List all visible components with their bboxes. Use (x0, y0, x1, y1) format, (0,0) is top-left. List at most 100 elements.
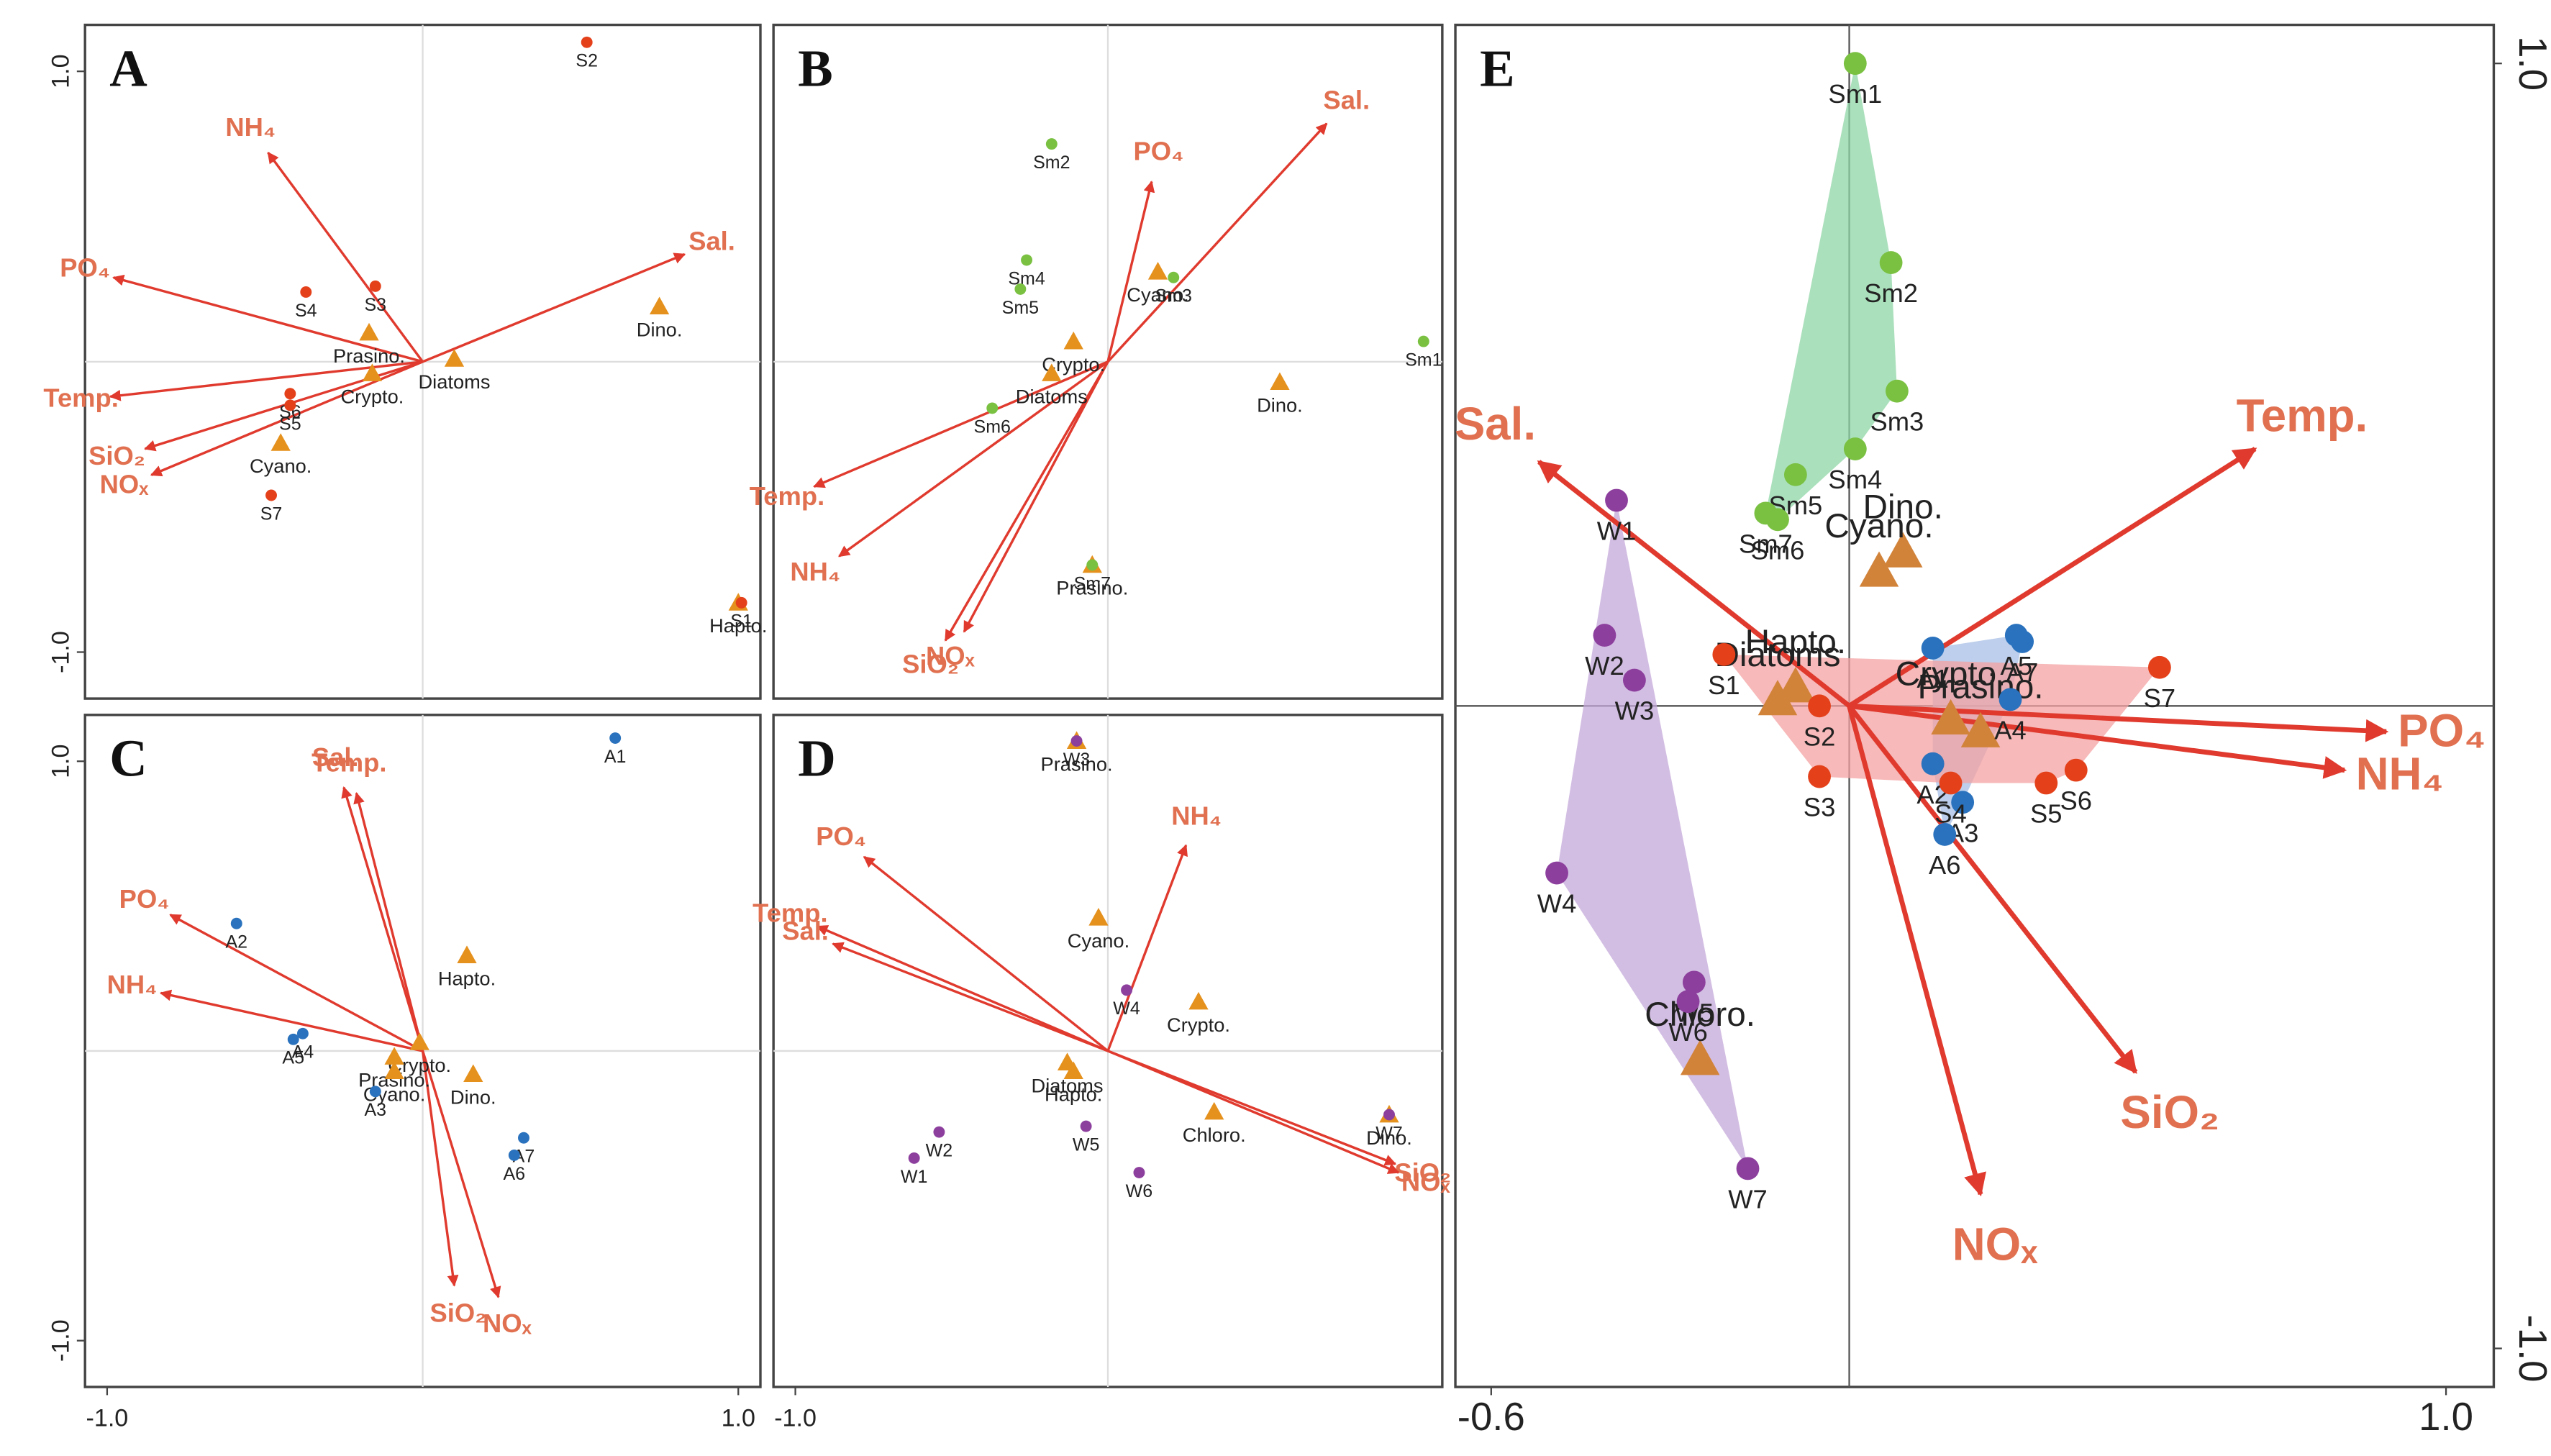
site-label: S3 (364, 295, 386, 315)
arrow-label: NH₄ (225, 112, 276, 142)
species-marker (384, 1047, 404, 1065)
site-label: S7 (2144, 683, 2175, 713)
site-point (1808, 694, 1831, 718)
loading-arrow (353, 791, 424, 1052)
loading-arrow (421, 1050, 501, 1298)
site-point (1951, 791, 1975, 814)
site-label: A7 (2006, 658, 2038, 687)
arrow-label: Temp. (752, 898, 827, 927)
site-label: W7 (1375, 1123, 1402, 1143)
arrow-label: NH₄ (790, 557, 840, 586)
species-marker (409, 1032, 429, 1050)
site-label: A5 (2001, 651, 2032, 681)
site-label: S5 (279, 414, 301, 434)
species-marker (362, 363, 383, 381)
site-point (1736, 1157, 1760, 1180)
loading-arrow (1107, 1050, 1400, 1174)
species-marker (1063, 331, 1083, 350)
species-label: Prasino. (1056, 577, 1128, 599)
x-tick-label: -0.6 (1458, 1395, 1525, 1439)
species-marker (270, 433, 291, 451)
site-point (369, 1086, 381, 1098)
arrow-label: NH₄ (2356, 748, 2444, 799)
site-label: A6 (504, 1164, 526, 1184)
species-label: Cyano. (250, 455, 312, 477)
species-label: Diatoms (418, 370, 490, 393)
site-point (1879, 251, 1903, 274)
species-marker (1204, 1101, 1224, 1120)
loading-arrow (159, 989, 423, 1052)
species-label: Prasino. (1918, 668, 2044, 706)
site-point (1676, 990, 1700, 1014)
site-point (1885, 379, 1909, 403)
species-marker (1680, 1039, 1720, 1075)
panel-letter: B (798, 39, 833, 97)
species-marker (1042, 363, 1062, 381)
site-point (284, 388, 296, 400)
site-label: A5 (282, 1048, 304, 1068)
species-label: Dino. (1257, 393, 1303, 416)
arrow-label: SiO₂ (2120, 1087, 2219, 1138)
arrow-label: NOₓ (1952, 1219, 2038, 1270)
species-label: Hapto. (709, 614, 767, 637)
panel-letter: E (1480, 39, 1515, 97)
loading-arrow (1849, 703, 2347, 779)
site-label: Sm2 (1864, 278, 1918, 308)
site-label: S3 (1804, 793, 1835, 822)
site-label: A4 (1994, 715, 2026, 745)
site-label: W3 (1615, 696, 1655, 726)
site-point (1921, 752, 1945, 775)
site-label: A6 (1929, 850, 1960, 880)
site-label: A4 (292, 1042, 314, 1063)
arrow-label: Temp. (750, 481, 824, 511)
loading-arrow (422, 252, 686, 363)
site-label: S7 (260, 504, 283, 524)
loading-arrow (813, 360, 1109, 488)
loading-arrow (944, 360, 1109, 642)
site-point (1605, 488, 1628, 512)
arrow-label: PO₄ (1134, 136, 1184, 165)
site-point (1014, 283, 1027, 295)
site-point (1133, 1167, 1145, 1179)
arrow-label: NH₄ (107, 970, 158, 999)
species-label: Dino. (450, 1086, 496, 1108)
site-point (1808, 765, 1831, 788)
species-marker (359, 322, 379, 341)
site-point (581, 36, 593, 48)
site-point (1843, 437, 1867, 460)
loading-arrow (1849, 703, 2389, 742)
species-label: Diatoms (1714, 636, 1840, 674)
site-point (1545, 861, 1568, 885)
site-label: Sm4 (1008, 268, 1045, 288)
x-tick-label: -1.0 (774, 1405, 817, 1432)
site-label: Sm7 (1739, 529, 1793, 558)
site-point (1921, 637, 1945, 660)
site-point (1783, 463, 1807, 486)
site-label: W6 (1668, 1017, 1708, 1047)
panel-letter: A (109, 39, 147, 97)
site-point (1682, 970, 1706, 994)
arrow-label: Sal. (312, 742, 359, 772)
site-label: Sm3 (1870, 407, 1924, 437)
arrow-label: PO₄ (60, 253, 110, 283)
site-label: Sm2 (1033, 153, 1070, 173)
arrow-label: Temp. (2237, 391, 2368, 442)
site-label: S6 (2060, 786, 2092, 816)
site-label: Sm6 (974, 417, 1011, 437)
x-tick-label: 1.0 (722, 1405, 755, 1432)
group-hull (1557, 500, 1748, 1169)
site-point (735, 596, 747, 609)
loading-arrow (832, 942, 1109, 1052)
site-point (1766, 508, 1789, 532)
species-marker (463, 1064, 483, 1083)
site-label: W3 (1063, 750, 1091, 770)
site-label: A1 (604, 747, 627, 767)
arrow-label: SiO₂ (88, 441, 145, 470)
loading-arrow (816, 925, 1109, 1052)
species-label: Dino. (1366, 1127, 1412, 1149)
site-label: W1 (1597, 517, 1637, 546)
arrow-label: SiO₂ (1394, 1158, 1451, 1188)
species-marker (1088, 908, 1109, 926)
